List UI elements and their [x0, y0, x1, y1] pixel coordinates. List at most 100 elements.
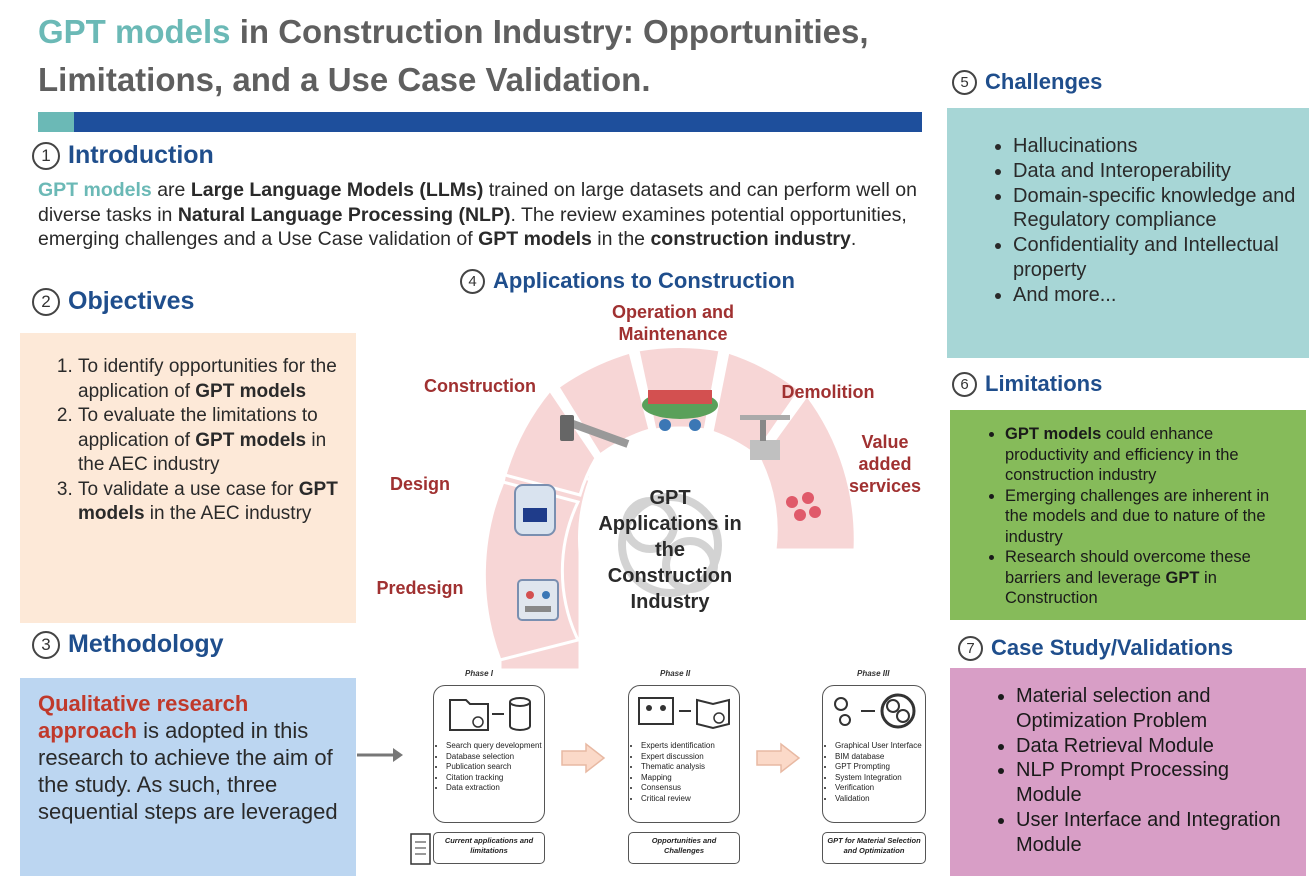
challenge-item: Confidentiality and Intellectual propert… [1013, 233, 1299, 283]
page-title: GPT models in Construction Industry: Opp… [38, 8, 938, 104]
methodology-panel: Qualitative research approach is adopted… [20, 678, 356, 876]
limitation-item: Research should overcome these barriers … [1005, 547, 1296, 609]
section-title: Introduction [68, 141, 214, 169]
phase-items: Graphical User Interface BIM database GP… [823, 741, 925, 804]
section-number: 2 [32, 287, 60, 316]
limitation-bold: GPT models [1005, 425, 1102, 443]
phase-item: System Integration [835, 773, 925, 784]
folder-search-icon [449, 697, 531, 731]
applications-arc-diagram [482, 345, 857, 670]
scanner-device-icon [514, 484, 556, 536]
challenges-heading: 5 Challenges [952, 69, 1102, 95]
objective-text: To identify opportunities for the applic… [78, 356, 337, 402]
case-study-panel: Material selection and Optimization Prob… [950, 668, 1306, 876]
phase-item: GPT Prompting [835, 762, 925, 773]
objective-text: To validate a use case for [78, 478, 299, 500]
stage-label-construction: Construction [424, 376, 536, 396]
phase-footer: GPT for Material Selection and Optimizat… [822, 832, 926, 864]
limitation-text: could enhance productivity and efficienc… [1005, 425, 1239, 484]
title-highlight: GPT models [38, 13, 231, 50]
stage-label-predesign: Predesign [376, 578, 464, 598]
intro-text-part: . The review examines potential opportun… [38, 203, 907, 251]
challenge-item: Hallucinations [1013, 134, 1299, 159]
dots-icon [786, 492, 821, 521]
phase-item: Experts identification [641, 741, 739, 752]
objective-text: in the AEC industry [144, 503, 312, 524]
intro-text-part: . [850, 228, 857, 250]
section-number: 4 [460, 268, 485, 294]
limitation-bold: GPT [1165, 568, 1200, 587]
objective-text: in the AEC industry [78, 429, 327, 476]
phase-item: Critical review [641, 794, 739, 805]
introduction-heading: 1 Introduction [32, 141, 214, 170]
crane-icon [740, 415, 790, 460]
gears-icon [834, 693, 916, 729]
section-number: 6 [952, 371, 977, 397]
video-conference-icon [638, 697, 730, 730]
phase-item: Thematic analysis [641, 762, 739, 773]
section-title: Objectives [68, 287, 195, 315]
phase-arrow-icon [561, 742, 606, 774]
intro-llm-term: Large Language Models (LLMs) [190, 179, 484, 201]
phase-title: Phase II [660, 669, 691, 678]
objective-item: To identify opportunities for the applic… [78, 355, 346, 404]
section-title: Applications to Construction [493, 268, 795, 293]
phase-item: Validation [835, 794, 925, 805]
machine-icon [642, 390, 718, 431]
limitation-text: in Construction [1005, 568, 1217, 608]
phase-item: Data extraction [446, 783, 544, 794]
stage-label-value-added: Value added services [848, 432, 922, 496]
intro-gpt-term: GPT models [478, 228, 592, 250]
section-title: Challenges [985, 69, 1103, 94]
objective-text: To evaluate the limitations to applicati… [78, 405, 318, 451]
phase-item: Consensus [641, 783, 739, 794]
case-study-item: NLP Prompt Processing Module [1016, 758, 1296, 808]
title-underline-bar [74, 112, 922, 132]
phase-items: Search query development Database select… [434, 741, 544, 794]
arc-segment-demolition [710, 350, 803, 458]
objective-bold: GPT models [195, 429, 307, 451]
hammer-icon [560, 415, 630, 448]
phase-card: Graphical User Interface BIM database GP… [822, 685, 926, 823]
phase-item: Graphical User Interface [835, 741, 925, 752]
limitation-item: Emerging challenges are inherent in the … [1005, 486, 1296, 548]
objectives-heading: 2 Objectives [32, 287, 194, 316]
challenge-item: Data and Interoperability [1013, 159, 1299, 184]
objective-bold: GPT models [195, 380, 307, 402]
methodology-emphasis: Qualitative research approach [38, 691, 249, 743]
intro-text-part: in the [591, 228, 651, 250]
methodology-text: is adopted in this research to achieve t… [38, 718, 338, 824]
section-title: Limitations [985, 371, 1103, 396]
challenge-item: Domain-specific knowledge and Regulatory… [1013, 184, 1299, 234]
case-study-item: Material selection and Optimization Prob… [1016, 684, 1296, 734]
intro-nlp-term: Natural Language Processing (NLP) [177, 203, 511, 226]
limitation-text: Research should overcome these barriers … [1005, 548, 1251, 587]
challenge-item: And more... [1013, 283, 1299, 308]
methodology-heading: 3 Methodology [32, 630, 224, 659]
challenges-list: Hallucinations Data and Interoperability… [947, 108, 1309, 308]
phase-item: Verification [835, 783, 925, 794]
title-accent-bar [38, 112, 74, 132]
case-study-list: Material selection and Optimization Prob… [950, 668, 1306, 858]
limitations-panel: GPT models could enhance productivity an… [950, 410, 1306, 620]
phase-item: Search query development [446, 741, 544, 752]
objectives-list: To identify opportunities for the applic… [20, 333, 356, 527]
section-number: 5 [952, 69, 977, 95]
phase-item: Citation tracking [446, 773, 544, 784]
arc-segments [482, 345, 857, 670]
arc-segment-construction [555, 350, 652, 458]
limitations-list: GPT models could enhance productivity an… [950, 410, 1306, 609]
objective-item: To validate a use case for GPT models in… [78, 478, 346, 527]
phase-footer: Current applications and limitations [433, 832, 545, 864]
phase-item: Expert discussion [641, 752, 739, 763]
title-rest: in Construction Industry: Opportunities,… [38, 13, 869, 98]
objective-bold: GPT models [78, 478, 338, 525]
stage-label-design: Design [389, 474, 450, 494]
limitation-item: GPT models could enhance productivity an… [1005, 424, 1296, 486]
section-title: Methodology [68, 630, 224, 658]
gpt-applications-center-label: GPT Applications in the Construction Ind… [598, 487, 742, 613]
control-panel-icon [517, 579, 559, 621]
scroll-icon [410, 833, 431, 865]
phase-footer: Opportunities and Challenges [628, 832, 740, 864]
section-title: Case Study/Validations [991, 635, 1234, 660]
